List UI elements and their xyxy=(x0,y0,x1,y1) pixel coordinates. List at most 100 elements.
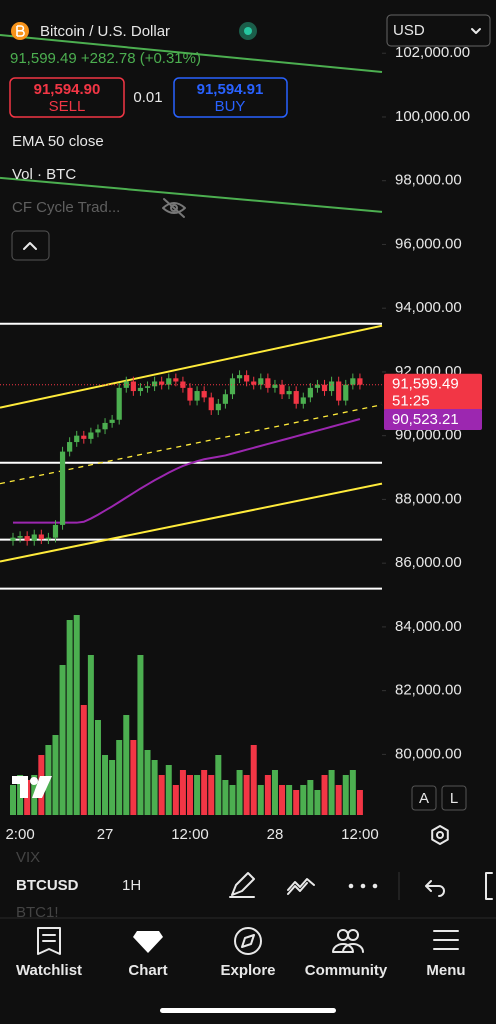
candle-body xyxy=(102,422,108,430)
nav-label[interactable]: Menu xyxy=(426,962,465,979)
volume-bar xyxy=(165,765,172,815)
volume-bar xyxy=(314,790,321,815)
indicators-tool[interactable] xyxy=(287,878,315,895)
candle-body xyxy=(286,391,292,395)
dropdown-chevron xyxy=(471,28,481,34)
candle-body xyxy=(350,378,356,385)
undo-button[interactable] xyxy=(425,880,445,897)
nav-label[interactable]: Community xyxy=(305,962,388,979)
y-tick-label: 94,000.00 xyxy=(395,299,462,316)
candle-body xyxy=(59,451,66,525)
header: Bitcoin / U.S. Dollar USD 91,599.49 +282… xyxy=(9,14,491,261)
candle-body xyxy=(244,375,250,382)
candle-body xyxy=(144,386,151,388)
indicator-label[interactable]: CF Cycle Trad... xyxy=(12,199,120,216)
candle-body xyxy=(187,387,193,401)
volume-bar xyxy=(201,770,208,815)
candle-body xyxy=(67,442,73,452)
buy-button[interactable] xyxy=(173,77,288,118)
watchlist-icon[interactable] xyxy=(37,927,61,955)
candle-body xyxy=(10,537,16,541)
candle-body xyxy=(31,534,37,541)
ema-line xyxy=(13,418,361,524)
symbol-button[interactable]: BTCUSD xyxy=(16,877,79,894)
volume-bar xyxy=(229,785,236,815)
candle-body xyxy=(24,536,30,541)
candle-body xyxy=(265,378,271,388)
volume-bar xyxy=(250,745,257,815)
volume-bar xyxy=(130,740,137,815)
volume-bar xyxy=(187,775,193,815)
quantity[interactable]: 0.01 xyxy=(133,89,162,106)
log-scale-button[interactable] xyxy=(441,785,467,811)
volume-bar xyxy=(10,785,16,815)
candle-body xyxy=(307,387,313,398)
candle-body xyxy=(38,534,44,540)
volume-bar xyxy=(52,735,59,815)
sell-price: 91,594.90 xyxy=(34,81,101,98)
volume-bar xyxy=(300,785,307,815)
candle-body xyxy=(314,384,321,388)
home-indicator xyxy=(160,1008,336,1013)
symbol-title[interactable]: Bitcoin / U.S. Dollar xyxy=(40,23,170,40)
volume-bar xyxy=(137,655,144,815)
tv-logo-dot xyxy=(30,777,38,785)
y-tick-label: 84,000.00 xyxy=(395,618,462,635)
more-button[interactable] xyxy=(348,883,378,889)
indicator-label[interactable]: Vol · BTC xyxy=(12,166,76,183)
ema-price-label: 90,523.21 xyxy=(392,411,459,428)
nav-label[interactable]: Chart xyxy=(128,962,167,979)
collapse-button[interactable] xyxy=(11,230,50,261)
candle-body xyxy=(215,403,221,411)
auto-scale-button[interactable] xyxy=(411,785,437,811)
tv-logo xyxy=(12,776,52,798)
volume-bar xyxy=(208,775,215,815)
chart-area: 80,000.00 82,000.00 84,000.00 86,000.00 88,0… xyxy=(0,34,482,843)
candle-body xyxy=(236,375,243,379)
volume-bar xyxy=(73,615,80,815)
currency-label: USD xyxy=(393,22,425,39)
settings-icon[interactable] xyxy=(431,825,449,845)
sell-label: SELL xyxy=(49,98,86,115)
volume-bar xyxy=(66,620,73,815)
draw-tool[interactable] xyxy=(229,872,255,898)
y-tick-label: 90,000.00 xyxy=(395,427,462,444)
nav-label[interactable]: Explore xyxy=(220,962,275,979)
hidden-eye-icon[interactable] xyxy=(162,198,186,218)
y-tick-label: 98,000.00 xyxy=(395,172,462,189)
y-tick-label: 96,000.00 xyxy=(395,235,462,252)
candle-body xyxy=(208,397,214,411)
candle-body xyxy=(81,435,87,439)
candle-body xyxy=(166,378,172,385)
volume-bar xyxy=(94,720,101,815)
explore-icon[interactable] xyxy=(234,927,262,955)
interval-button[interactable]: 1H xyxy=(122,877,141,894)
sell-button[interactable] xyxy=(9,77,125,118)
volume-bar xyxy=(102,755,109,815)
menu-icon[interactable] xyxy=(433,930,459,950)
candle-body xyxy=(152,381,158,387)
volume-bar xyxy=(349,770,356,815)
currency-select[interactable] xyxy=(386,14,491,47)
candle-body xyxy=(45,537,51,540)
candle-body xyxy=(336,381,342,401)
community-icon[interactable] xyxy=(332,929,364,953)
trendline xyxy=(0,34,383,73)
candle-body xyxy=(279,384,285,395)
y-tick-label: 80,000.00 xyxy=(395,745,462,762)
indicator-label[interactable]: EMA 50 close xyxy=(12,133,104,150)
fullscreen-button[interactable] xyxy=(485,872,493,900)
buy-price: 91,594.91 xyxy=(197,81,264,98)
volume-bar xyxy=(87,655,94,815)
candle-body xyxy=(321,384,328,392)
volume-bar xyxy=(335,785,342,815)
chart-icon[interactable] xyxy=(133,931,163,953)
volume-bar xyxy=(236,770,243,815)
candle-body xyxy=(180,381,186,388)
candle-body xyxy=(258,378,264,385)
nav-label[interactable]: Watchlist xyxy=(16,962,82,979)
bitcoin-glyph xyxy=(16,25,25,37)
volume-bar xyxy=(271,770,278,815)
candle-body xyxy=(194,391,200,401)
